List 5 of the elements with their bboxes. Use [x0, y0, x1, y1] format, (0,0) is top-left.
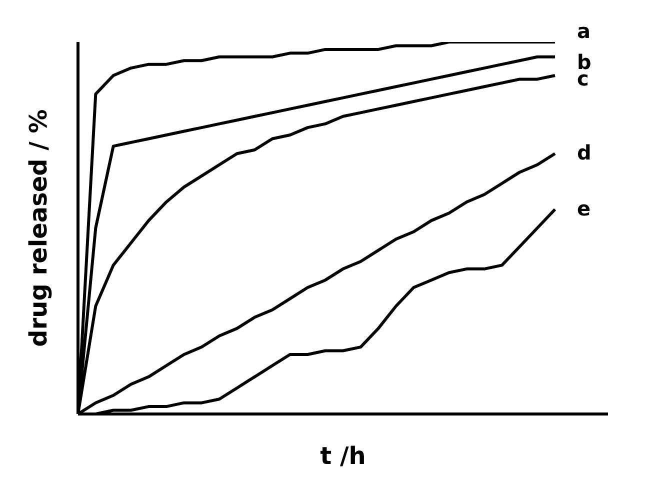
series-label: e	[577, 196, 591, 220]
series-label: d	[577, 140, 592, 165]
x-axis-title: t /h	[320, 442, 366, 470]
y-axis-title: drug released / %	[24, 109, 53, 347]
series-label: a	[577, 19, 590, 43]
